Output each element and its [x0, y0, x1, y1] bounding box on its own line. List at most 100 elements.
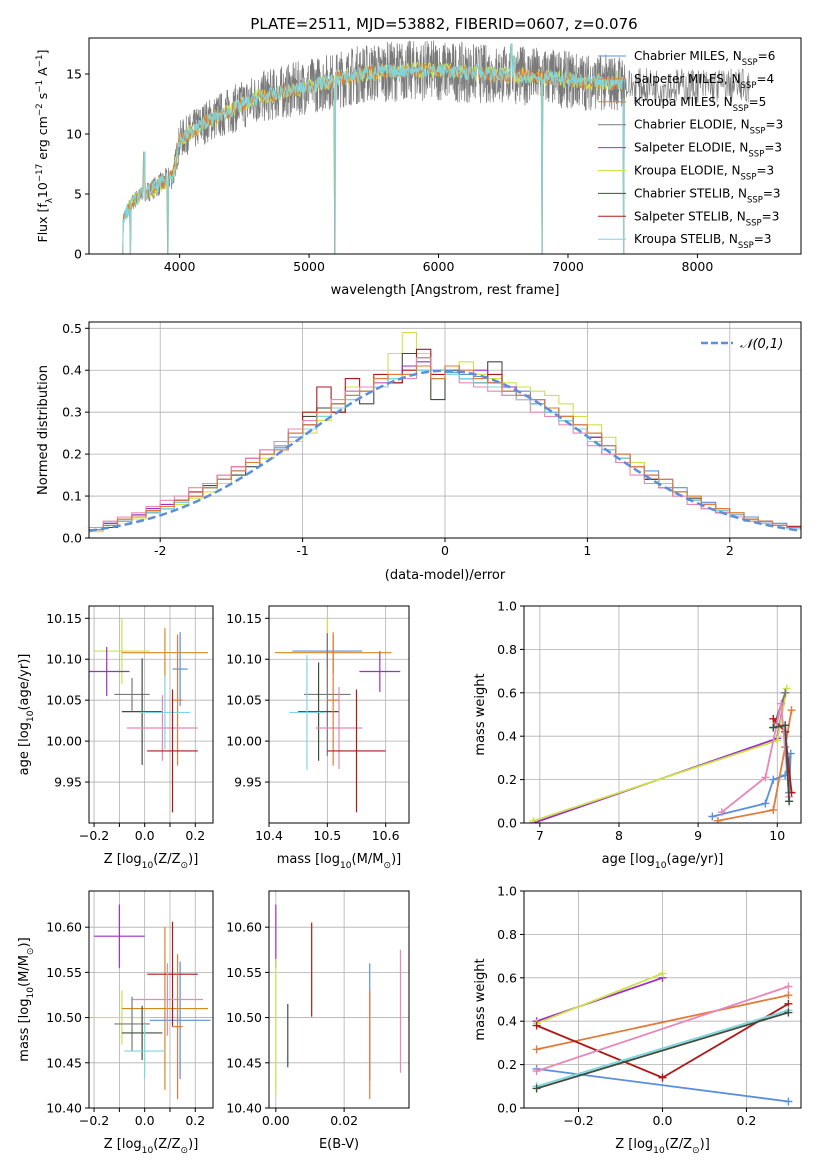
- x-axis-label-part: )]: [700, 1137, 710, 1152]
- mass-weight-marker: [769, 714, 778, 723]
- x-tick-label: -1: [296, 543, 308, 558]
- y-tick-label: 0.4: [62, 363, 82, 378]
- y-tick-label: 10.55: [226, 965, 262, 980]
- axes-age_vs_Z: −0.2 0.0 0.2 9.95 10.00 10.05 10.10 10.15 Z [log…: [17, 605, 214, 871]
- legend-entry: Kroupa MILES, NSSP=5: [634, 95, 766, 114]
- legend-entry-part: SSP: [748, 150, 764, 160]
- mass-weight-marker: [769, 775, 778, 784]
- x-tick-label: 8000: [682, 259, 714, 274]
- mass-weight-series: [536, 1011, 789, 1090]
- mass-weight-marker: [781, 688, 790, 697]
- mass-weight-series: [721, 703, 790, 813]
- y-axis-label-part: −17: [35, 164, 45, 182]
- mass-weight-marker: [713, 816, 722, 823]
- legend-entry-part: =3: [766, 118, 784, 132]
- axes-mass_vs_Z: −0.2 0.0 0.2 10.40 10.45 10.50 10.55 10.60 Z [lo…: [17, 890, 214, 1156]
- legend-entry-part: SSP: [742, 58, 758, 68]
- x-tick-label: 9: [694, 828, 702, 843]
- legend-entry-part: =3: [754, 232, 772, 246]
- y-axis-label-part: A: [35, 67, 50, 80]
- plot-area: [274, 618, 401, 813]
- axes-frame: [268, 605, 410, 824]
- x-tick-label: 0.0: [135, 828, 155, 843]
- legend-entry: Chabrier STELIB, NSSP=3: [634, 186, 781, 205]
- y-axis-label-part: (age/yr)]: [17, 654, 32, 711]
- axes-frame: [523, 605, 802, 824]
- x-axis-label: Z [log10(Z/Z⊙)]: [615, 1137, 710, 1156]
- x-axis-label-part: 10: [340, 861, 352, 871]
- x-axis-label: E(B-V): [319, 1137, 359, 1152]
- mass-weight-series: [536, 994, 789, 1051]
- mass-weight-marker: [781, 721, 790, 730]
- legend-entry-part: Kroupa MILES, N: [634, 95, 733, 109]
- mass-weight-marker: [784, 991, 793, 1000]
- x-axis-label: wavelength [Angstrom, rest frame]: [331, 283, 560, 298]
- mass-weight-marker: [532, 1084, 541, 1093]
- legend-entry-part: =3: [762, 209, 780, 223]
- mass-weight-series: [536, 976, 663, 1023]
- y-axis-label-part: age [log: [17, 722, 32, 775]
- y-axis-label-part: mass [log: [17, 999, 32, 1062]
- plot-area: [89, 618, 208, 813]
- x-axis-label-part: )]: [391, 852, 401, 867]
- x-axis-label-part: (Z/Z: [153, 852, 180, 867]
- legend-entry-part: =3: [756, 164, 774, 178]
- legend-entry-part: Chabrier STELIB, N: [634, 186, 747, 200]
- legend-entry-part: SSP: [746, 218, 762, 228]
- x-tick-label: −0.2: [79, 1113, 109, 1128]
- axes-mass_vs_ebv: 0.00 0.02 10.40 10.45 10.50 10.55 10.60 E(B-V): [226, 890, 410, 1152]
- x-axis-label-part: )]: [188, 1137, 198, 1152]
- y-tick-label: 5: [74, 187, 82, 202]
- mass-weight-marker: [784, 1097, 793, 1106]
- y-tick-label: 0.5: [62, 321, 82, 336]
- legend-entry-part: =3: [764, 141, 782, 155]
- y-tick-label: 10.50: [226, 1010, 262, 1025]
- y-tick-label: 10.15: [46, 611, 82, 626]
- y-tick-label: 10.00: [46, 734, 82, 749]
- x-tick-label: 0: [441, 543, 449, 558]
- mass-weight-marker: [532, 1067, 541, 1076]
- y-axis-label-part: Flux [f: [35, 203, 50, 243]
- x-axis-label-part: ⊙: [692, 1146, 700, 1156]
- legend-entry: Kroupa ELODIE, NSSP=3: [634, 164, 774, 183]
- y-axis-label-part: −1: [35, 54, 45, 67]
- legend-entry-part: Salpeter STELIB, N: [634, 209, 746, 223]
- y-tick-label: 9.95: [234, 775, 262, 790]
- x-tick-label: 5000: [293, 259, 325, 274]
- y-tick-label: 0.2: [497, 772, 517, 787]
- x-axis-label-part: (age/yr)]: [666, 852, 723, 867]
- x-axis-label-part: age [log: [602, 852, 655, 867]
- mass-weight-marker: [785, 797, 794, 806]
- legend-entry: Salpeter MILES, NSSP=4: [634, 72, 774, 91]
- y-tick-label: 10.45: [46, 1055, 82, 1070]
- axes-frame: [88, 37, 802, 255]
- y-axis-label: mass weight: [473, 958, 488, 1040]
- plot-area: [532, 969, 793, 1106]
- x-tick-label: 6000: [423, 259, 455, 274]
- y-axis-label-part: s: [35, 93, 50, 104]
- x-axis-label: Z [log10(Z/Z⊙)]: [104, 1137, 199, 1156]
- y-tick-label: 10.10: [46, 652, 82, 667]
- legend-entry-part: SSP: [747, 195, 763, 205]
- mass-weight-marker: [777, 699, 786, 708]
- x-tick-label: 0.00: [262, 1113, 290, 1128]
- x-axis-label-part: 10: [142, 861, 154, 871]
- plot-area: [275, 904, 402, 1099]
- x-tick-label: −0.2: [79, 828, 109, 843]
- y-tick-label: 0.0: [62, 531, 82, 546]
- y-tick-label: 10.15: [226, 611, 262, 626]
- figure-title: PLATE=2511, MJD=53882, FIBERID=0607, z=0…: [250, 15, 637, 33]
- mass-weight-marker: [532, 1045, 541, 1054]
- x-axis-label-part: Z [log: [615, 1137, 653, 1152]
- y-tick-label: 10.60: [226, 920, 262, 935]
- legend-entry: Kroupa STELIB, NSSP=3: [634, 232, 772, 251]
- y-tick-label: 10.45: [226, 1055, 262, 1070]
- y-axis-label-part: 10: [35, 182, 50, 198]
- y-tick-label: 9.95: [54, 775, 82, 790]
- y-axis-label: mass [log10(M/M⊙)]: [17, 937, 36, 1061]
- y-axis-label-part: −2: [35, 103, 45, 116]
- x-tick-label: -2: [154, 543, 166, 558]
- y-axis-label: Flux [fλ10−17 erg cm−2 s−1 A−1]: [35, 50, 55, 243]
